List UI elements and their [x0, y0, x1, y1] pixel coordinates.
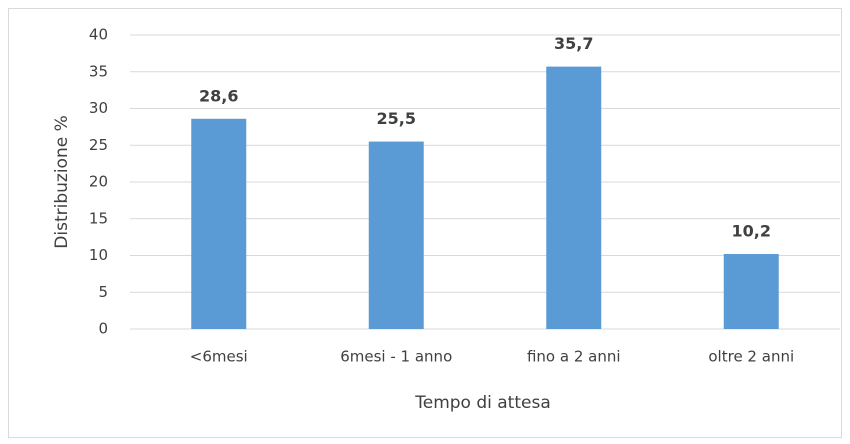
- value-label: 35,7: [554, 34, 593, 53]
- x-tick-label: fino a 2 anni: [527, 348, 621, 366]
- y-axis-label: Distribuzione %: [52, 115, 72, 248]
- y-tick-label: 15: [89, 209, 108, 227]
- chart-frame: [8, 8, 842, 438]
- bar: [368, 141, 424, 329]
- x-axis-label: Tempo di attesa: [414, 393, 551, 413]
- y-tick-label: 35: [89, 62, 108, 80]
- y-tick-label: 25: [89, 136, 108, 154]
- x-tick-label: <6mesi: [190, 348, 248, 366]
- y-tick-label: 30: [89, 99, 108, 117]
- y-tick-label: 0: [98, 320, 108, 338]
- value-label: 25,5: [377, 109, 416, 128]
- bar: [191, 118, 247, 329]
- y-tick-label: 5: [98, 283, 108, 301]
- y-tick-label: 40: [89, 26, 108, 44]
- y-tick-label: 10: [89, 246, 108, 264]
- bar: [546, 66, 602, 329]
- x-tick-label: oltre 2 anni: [708, 348, 794, 366]
- value-label: 28,6: [199, 86, 238, 105]
- value-label: 10,2: [732, 222, 771, 241]
- y-tick-label: 20: [89, 173, 108, 191]
- x-tick-label: 6mesi - 1 anno: [340, 348, 452, 366]
- bar: [723, 254, 779, 329]
